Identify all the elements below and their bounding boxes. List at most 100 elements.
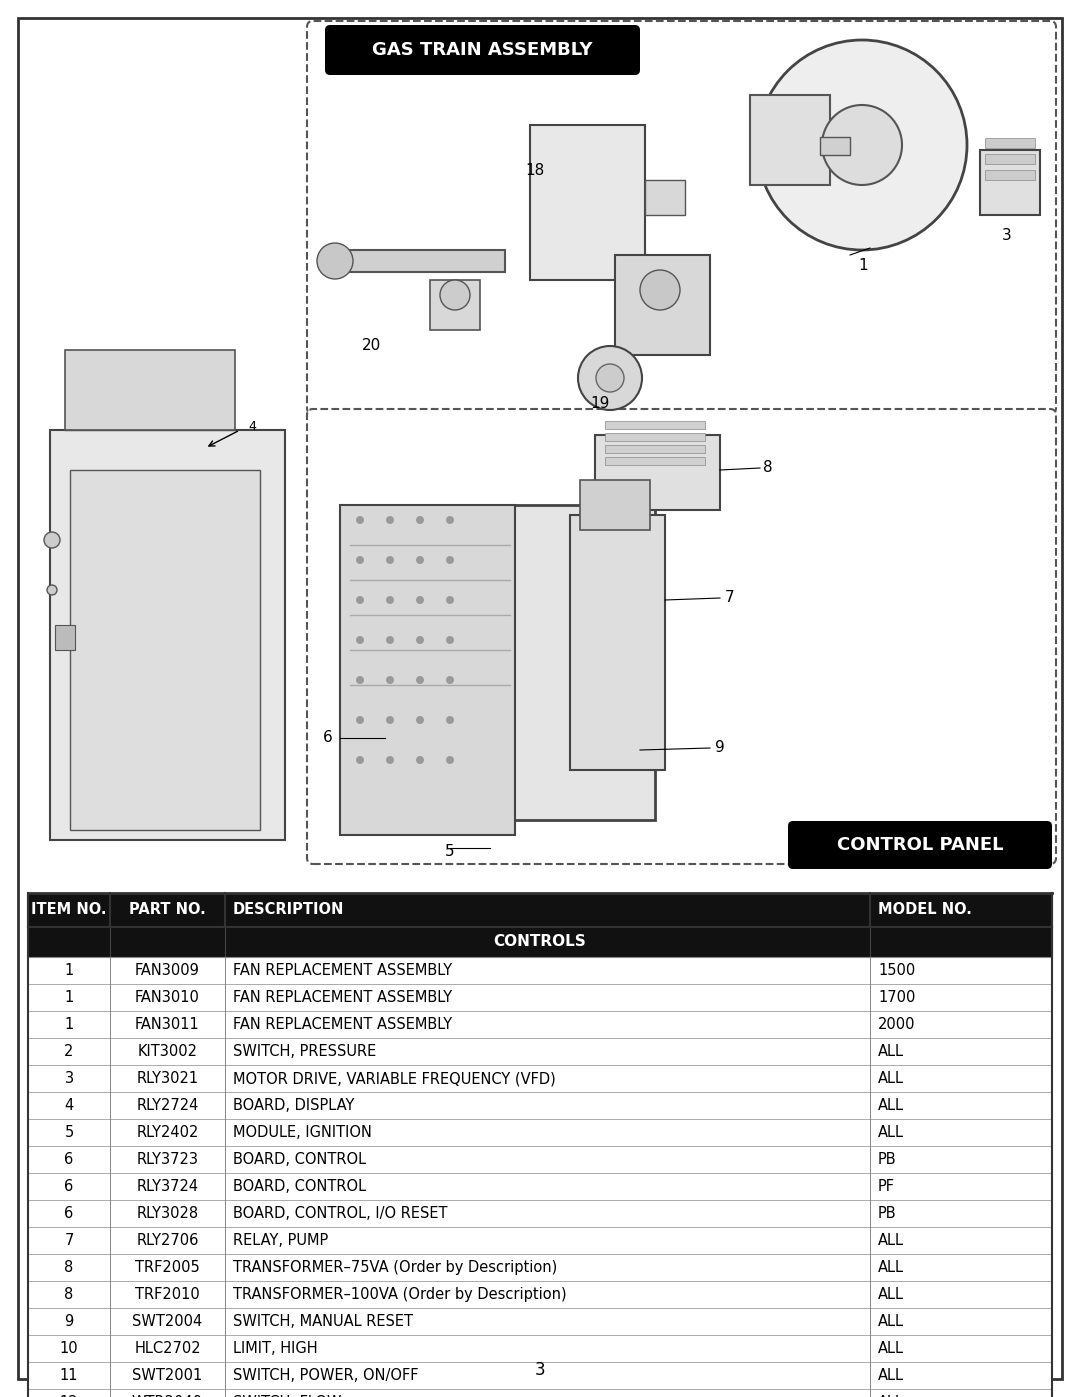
- Text: 8: 8: [65, 1260, 73, 1275]
- Text: BOARD, CONTROL: BOARD, CONTROL: [233, 1179, 366, 1194]
- Text: FAN REPLACEMENT ASSEMBLY: FAN REPLACEMENT ASSEMBLY: [233, 1017, 453, 1032]
- Text: ALL: ALL: [878, 1044, 904, 1059]
- Text: 5: 5: [65, 1125, 73, 1140]
- Bar: [435, 504, 654, 820]
- Bar: [28, 1389, 1052, 1397]
- Text: DESCRIPTION: DESCRIPTION: [233, 902, 345, 918]
- Bar: [28, 1281, 1052, 1308]
- Text: 1: 1: [858, 258, 867, 272]
- Bar: [605, 433, 705, 441]
- Bar: [750, 95, 831, 184]
- Text: SWITCH, FLOW: SWITCH, FLOW: [233, 1396, 341, 1397]
- Text: SWT2001: SWT2001: [133, 1368, 203, 1383]
- Text: LIMIT, HIGH: LIMIT, HIGH: [233, 1341, 318, 1356]
- Circle shape: [356, 515, 364, 524]
- Text: RELAY, PUMP: RELAY, PUMP: [233, 1234, 328, 1248]
- Text: 3: 3: [535, 1361, 545, 1379]
- Text: CONTROLS: CONTROLS: [494, 935, 586, 950]
- Text: 9: 9: [715, 740, 725, 754]
- Text: BOARD, CONTROL: BOARD, CONTROL: [233, 1153, 366, 1166]
- Bar: [28, 1065, 1052, 1092]
- Text: RLY2402: RLY2402: [136, 1125, 199, 1140]
- Bar: [28, 1308, 1052, 1336]
- Circle shape: [416, 556, 424, 564]
- Text: 6: 6: [323, 731, 333, 745]
- Text: 9: 9: [65, 1315, 73, 1329]
- Circle shape: [386, 756, 394, 764]
- Circle shape: [596, 365, 624, 393]
- Text: ALL: ALL: [878, 1125, 904, 1140]
- Circle shape: [386, 717, 394, 724]
- Text: ALL: ALL: [878, 1315, 904, 1329]
- Circle shape: [416, 597, 424, 604]
- Text: FAN REPLACEMENT ASSEMBLY: FAN REPLACEMENT ASSEMBLY: [233, 990, 453, 1004]
- Circle shape: [318, 243, 353, 279]
- Bar: [28, 1011, 1052, 1038]
- Text: 8: 8: [762, 460, 772, 475]
- Bar: [28, 1255, 1052, 1281]
- Text: CONTROL PANEL: CONTROL PANEL: [837, 835, 1003, 854]
- Circle shape: [416, 717, 424, 724]
- Text: 8: 8: [65, 1287, 73, 1302]
- Text: FAN REPLACEMENT ASSEMBLY: FAN REPLACEMENT ASSEMBLY: [233, 963, 453, 978]
- Bar: [28, 1119, 1052, 1146]
- Text: RLY3021: RLY3021: [136, 1071, 199, 1085]
- Bar: [335, 250, 505, 272]
- Text: 4: 4: [248, 420, 256, 433]
- Circle shape: [416, 676, 424, 685]
- Bar: [985, 138, 1035, 148]
- Circle shape: [446, 515, 454, 524]
- Bar: [55, 624, 75, 650]
- Text: RLY2724: RLY2724: [136, 1098, 199, 1113]
- Text: 11: 11: [59, 1368, 78, 1383]
- Text: 1: 1: [65, 1017, 73, 1032]
- Text: PB: PB: [878, 1153, 896, 1166]
- Circle shape: [356, 556, 364, 564]
- Text: 12: 12: [59, 1396, 79, 1397]
- Circle shape: [822, 105, 902, 184]
- FancyBboxPatch shape: [788, 821, 1052, 869]
- Text: TRANSFORMER–75VA (Order by Description): TRANSFORMER–75VA (Order by Description): [233, 1260, 557, 1275]
- Text: 20: 20: [362, 338, 381, 353]
- Bar: [28, 957, 1052, 983]
- Bar: [28, 928, 1052, 957]
- Text: SWITCH, MANUAL RESET: SWITCH, MANUAL RESET: [233, 1315, 413, 1329]
- Circle shape: [757, 41, 967, 250]
- Text: 6: 6: [65, 1179, 73, 1194]
- Text: BOARD, DISPLAY: BOARD, DISPLAY: [233, 1098, 354, 1113]
- Text: TRANSFORMER–100VA (Order by Description): TRANSFORMER–100VA (Order by Description): [233, 1287, 567, 1302]
- Text: 1: 1: [65, 963, 73, 978]
- Bar: [985, 154, 1035, 163]
- Text: 1: 1: [65, 990, 73, 1004]
- Text: 4: 4: [65, 1098, 73, 1113]
- Text: MOTOR DRIVE, VARIABLE FREQUENCY (VFD): MOTOR DRIVE, VARIABLE FREQUENCY (VFD): [233, 1071, 556, 1085]
- Circle shape: [446, 756, 454, 764]
- Text: ALL: ALL: [878, 1341, 904, 1356]
- Text: 6: 6: [65, 1206, 73, 1221]
- FancyBboxPatch shape: [307, 409, 1056, 863]
- Text: ITEM NO.: ITEM NO.: [31, 902, 107, 918]
- Text: PB: PB: [878, 1206, 896, 1221]
- Text: 7: 7: [65, 1234, 73, 1248]
- Text: RLY3028: RLY3028: [136, 1206, 199, 1221]
- Text: 1700: 1700: [878, 990, 916, 1004]
- Circle shape: [356, 597, 364, 604]
- Text: TRF2010: TRF2010: [135, 1287, 200, 1302]
- Bar: [570, 515, 665, 770]
- Circle shape: [386, 515, 394, 524]
- Circle shape: [640, 270, 680, 310]
- Text: 6: 6: [65, 1153, 73, 1166]
- Bar: [28, 1362, 1052, 1389]
- FancyBboxPatch shape: [325, 25, 640, 75]
- Text: MODEL NO.: MODEL NO.: [878, 902, 972, 918]
- Circle shape: [356, 756, 364, 764]
- Text: FAN3010: FAN3010: [135, 990, 200, 1004]
- Circle shape: [356, 717, 364, 724]
- Text: SWT2004: SWT2004: [133, 1315, 203, 1329]
- Bar: [605, 446, 705, 453]
- Bar: [645, 180, 685, 215]
- Bar: [530, 124, 645, 279]
- Bar: [28, 893, 1052, 928]
- Text: HLC2702: HLC2702: [134, 1341, 201, 1356]
- Bar: [28, 1173, 1052, 1200]
